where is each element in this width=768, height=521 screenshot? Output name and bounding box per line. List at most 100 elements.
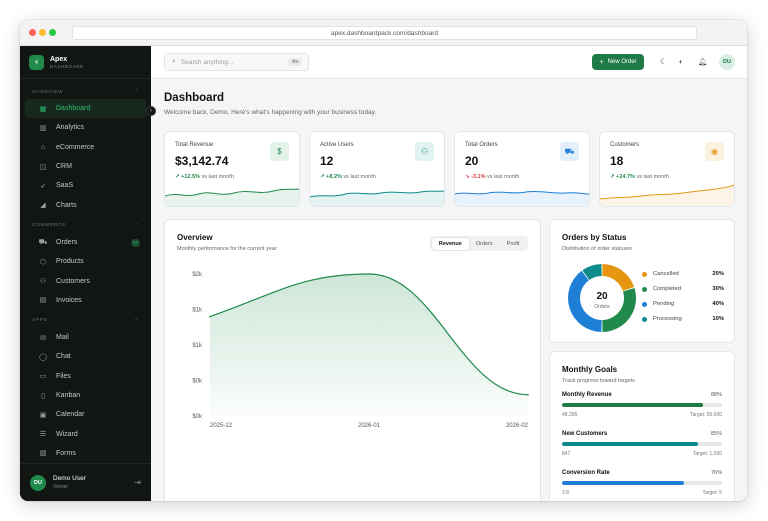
- goal-target: Target: 55,000: [690, 412, 722, 418]
- sidebar-item-mail[interactable]: ✉ Mail: [25, 328, 146, 347]
- sidebar-item-calendar[interactable]: ▣ Calendar: [25, 405, 146, 424]
- box-icon: ⬡: [39, 258, 47, 266]
- donut-slice-cancelled[interactable]: [602, 264, 635, 291]
- donut-slice-pending[interactable]: [568, 270, 602, 332]
- profile-avatar[interactable]: DU: [719, 54, 735, 70]
- sidebar-item-label: Orders: [56, 238, 78, 246]
- store-icon: ⌂: [40, 143, 46, 151]
- orders-donut-chart: 20 Orders: [568, 264, 636, 332]
- tab-profit[interactable]: Profit: [506, 240, 520, 247]
- stat-card-total-revenue[interactable]: Total Revenue $3,142.74 $ ↗ +12.5% vs la…: [164, 131, 300, 207]
- revenue-line[interactable]: [209, 273, 529, 396]
- sidebar-item-forms[interactable]: ▧ Forms: [25, 444, 146, 463]
- data-point[interactable]: [527, 393, 529, 396]
- bolt-icon: ⚡: [29, 54, 44, 70]
- users-icon: ⚇: [415, 142, 434, 161]
- search-shortcut: ⌘K: [288, 58, 302, 66]
- address-bar[interactable]: apex.dashboardpack.com/dashboard: [72, 26, 697, 40]
- users-icon: ⚇: [39, 278, 47, 286]
- goal-label: Monthly Revenue: [562, 392, 612, 398]
- sidebar-item-products[interactable]: ⬡ Products: [25, 252, 146, 271]
- overview-tabs: Revenue Orders Profit: [430, 236, 528, 251]
- legend-swatch: [642, 271, 647, 277]
- search-input[interactable]: ⌕ Search anything... ⌘K: [164, 53, 309, 71]
- sidebar-item-analytics[interactable]: ▥ Analytics: [25, 118, 146, 137]
- stat-change: +8.2%: [326, 174, 342, 180]
- sidebar-item-kanban[interactable]: ▯ Kanban: [25, 386, 146, 405]
- y-tick-label: $1k: [192, 343, 203, 349]
- logout-icon[interactable]: ⇥: [134, 478, 141, 487]
- sidebar-section-title[interactable]: OVERVIEW ⌃: [20, 85, 151, 99]
- legend-percent: 10%: [712, 316, 724, 322]
- sidebar-item-wizard[interactable]: ☰ Wizard: [25, 424, 146, 443]
- sidebar-item-charts[interactable]: ◢ Charts: [25, 195, 146, 214]
- trend-up-icon: ↗: [610, 174, 615, 180]
- list-icon: ☰: [39, 431, 47, 439]
- goal-target: Target: 5: [702, 490, 722, 496]
- moon-icon[interactable]: ☾: [660, 57, 667, 66]
- legend-percent: 20%: [712, 271, 724, 277]
- x-tick-label: 2026-01: [358, 423, 381, 429]
- legend-item-processing[interactable]: Processing 10%: [642, 314, 724, 324]
- sidebar-item-label: Products: [56, 258, 84, 266]
- stat-card-customers[interactable]: Customers 18 ◉ ↗ +24.7% vs last month: [599, 131, 735, 207]
- legend-item-pending[interactable]: Pending 40%: [642, 299, 724, 309]
- new-order-button[interactable]: + New Order: [592, 54, 644, 70]
- sidebar-section-title[interactable]: APPS ⌃: [20, 314, 151, 328]
- cart-icon: ⛟: [560, 142, 579, 161]
- legend-percent: 30%: [712, 286, 724, 292]
- sidebar-item-label: SaaS: [56, 182, 74, 190]
- tab-orders[interactable]: Orders: [475, 240, 493, 247]
- donut-slice-processing[interactable]: [582, 264, 602, 281]
- tab-revenue[interactable]: Revenue: [431, 237, 469, 250]
- stat-trend: ↗ +12.5% vs last month: [175, 174, 234, 180]
- section-label: OVERVIEW: [32, 89, 64, 95]
- sidebar-item-dashboard[interactable]: ▦ Dashboard: [25, 99, 146, 119]
- sidebar-user[interactable]: DU Demo User Viewer ⇥: [20, 463, 151, 501]
- stat-change: +24.7%: [616, 174, 635, 180]
- stat-card-total-orders[interactable]: Total Orders 20 ⛟ ↘ -3.1% vs last month: [454, 131, 590, 207]
- sidebar-item-customers[interactable]: ⚇ Customers: [25, 271, 146, 290]
- sidebar-item-ecommerce[interactable]: ⌂ eCommerce: [25, 138, 146, 157]
- mail-icon: ✉: [40, 334, 46, 342]
- section-label: APPS: [32, 318, 48, 324]
- chart-icon: ◢: [40, 202, 46, 210]
- chat-icon: ◯: [39, 353, 47, 361]
- sidebar-item-label: Customers: [56, 277, 90, 285]
- legend-swatch: [642, 301, 647, 307]
- sidebar-item-invoices[interactable]: ▤ Invoices: [25, 291, 146, 310]
- data-point[interactable]: [368, 273, 370, 275]
- avatar: DU: [30, 474, 46, 491]
- sidebar-item-label: eCommerce: [56, 143, 95, 151]
- analytics-icon: ▥: [39, 124, 47, 132]
- sidebar-item-files[interactable]: ▭ Files: [25, 367, 146, 386]
- data-point[interactable]: [209, 315, 211, 318]
- bell-icon[interactable]: 🔔︎: [698, 57, 708, 66]
- sidebar-section-title[interactable]: COMMERCE ⌃: [20, 219, 151, 233]
- brand[interactable]: ⚡ Apex DASHBOARD: [20, 46, 151, 79]
- stat-trend: ↘ -3.1% vs last month: [465, 174, 519, 180]
- sidebar-item-saas[interactable]: ➶ SaaS: [25, 176, 146, 195]
- legend-label: Completed: [653, 286, 682, 292]
- stat-card-active-users[interactable]: Active Users 12 ⚇ ↗ +8.2% vs last month: [309, 131, 445, 207]
- folder-icon: ▭: [39, 373, 47, 381]
- collapse-sidebar-button[interactable]: ‹: [146, 106, 156, 116]
- sidebar-item-orders[interactable]: ⛟ Orders 12: [25, 233, 146, 252]
- maximize-window-icon[interactable]: [49, 29, 56, 36]
- sidebar-item-label: Files: [56, 372, 71, 380]
- minimize-window-icon[interactable]: [39, 29, 46, 36]
- legend-item-completed[interactable]: Completed 30%: [642, 284, 724, 294]
- donut-slice-completed[interactable]: [602, 287, 636, 332]
- orders-status-card: Orders by Status Distribution of order s…: [549, 219, 735, 343]
- goal-new-customers: New Customers 85% 847 Target: 1,000: [562, 431, 722, 463]
- overview-card: Overview Monthly performance for the cur…: [164, 219, 541, 501]
- close-window-icon[interactable]: [29, 29, 36, 36]
- palette-icon[interactable]: ◐: [679, 57, 684, 66]
- calendar-icon: ▣: [39, 411, 47, 419]
- sidebar-item-chat[interactable]: ◯ Chat: [25, 347, 146, 366]
- legend-item-cancelled[interactable]: Cancelled 20%: [642, 269, 724, 279]
- orders-status-title: Orders by Status: [562, 233, 627, 242]
- goal-label: Conversion Rate: [562, 470, 610, 476]
- browser-window: apex.dashboardpack.com/dashboard ⚡ Apex …: [20, 20, 747, 501]
- sidebar-item-crm[interactable]: ◫ CRM: [25, 157, 146, 176]
